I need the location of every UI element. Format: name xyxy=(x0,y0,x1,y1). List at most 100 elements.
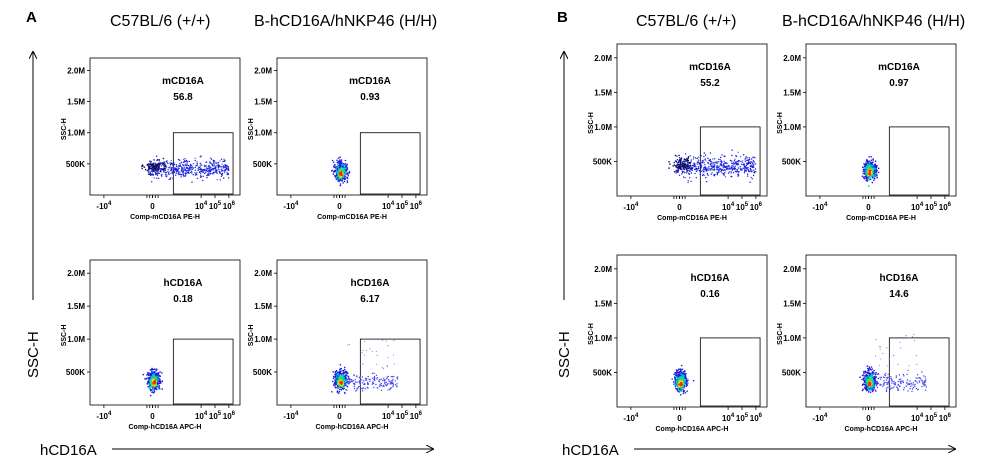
event-dot xyxy=(155,164,157,166)
event-dot xyxy=(185,163,187,165)
event-dot xyxy=(366,383,369,385)
event-dot xyxy=(724,172,726,174)
event-dot xyxy=(673,171,676,173)
event-dot xyxy=(366,378,368,380)
event-dot xyxy=(190,166,192,169)
event-dot xyxy=(381,379,384,382)
event-dot xyxy=(674,382,677,384)
event-dot xyxy=(684,153,687,155)
event-dot xyxy=(186,167,188,169)
event-dot xyxy=(866,180,869,182)
event-dot xyxy=(342,369,345,372)
event-dot xyxy=(168,171,170,173)
event-dot xyxy=(363,380,365,382)
event-dot xyxy=(334,371,337,374)
event-dot xyxy=(165,160,167,163)
event-dot xyxy=(686,390,688,393)
event-dot xyxy=(704,164,706,166)
event-dot xyxy=(389,387,391,390)
event-dot xyxy=(210,162,212,164)
event-dot xyxy=(159,170,162,172)
event-dot xyxy=(180,176,182,178)
event-dot xyxy=(158,165,160,168)
plot-b-wt-hcd16a-xtick-label: 106 xyxy=(750,413,763,423)
event-dot xyxy=(707,167,709,169)
plot-a-wt-mcd16a-events xyxy=(141,155,230,183)
event-dot xyxy=(721,161,723,163)
event-dot xyxy=(152,382,155,385)
event-dot xyxy=(213,159,215,162)
event-dot xyxy=(340,174,343,177)
event-dot xyxy=(338,388,341,391)
event-dot xyxy=(747,175,749,177)
event-dot xyxy=(155,370,157,372)
event-dot xyxy=(344,383,347,385)
event-dot xyxy=(727,172,730,174)
event-dot xyxy=(219,160,221,162)
event-dot xyxy=(149,379,152,381)
event-dot xyxy=(353,382,356,385)
event-dot xyxy=(337,166,340,168)
event-dot xyxy=(678,157,681,159)
plot-b-wt-hcd16a-ytick-label: 1.5M xyxy=(594,299,612,308)
event-dot xyxy=(738,170,740,173)
event-dot xyxy=(192,174,194,176)
event-dot xyxy=(394,380,397,382)
event-dot xyxy=(687,156,690,158)
event-dot xyxy=(730,172,732,174)
event-dot xyxy=(201,170,203,173)
event-dot xyxy=(347,382,349,384)
event-dot xyxy=(684,177,686,179)
event-dot xyxy=(380,378,382,380)
event-dot xyxy=(734,158,736,160)
event-dot xyxy=(742,163,744,166)
event-dot xyxy=(735,155,737,157)
event-dot xyxy=(182,158,185,160)
event-dot xyxy=(359,385,361,388)
event-dot xyxy=(188,160,190,163)
plot-a-humanized-mcd16a-frame xyxy=(276,57,428,196)
plot-a-wt-hcd16a-xtick-label: 104 xyxy=(195,411,208,421)
event-dot xyxy=(747,169,749,171)
event-dot xyxy=(369,348,371,350)
plot-b-humanized-mcd16a-xtick-label: 104 xyxy=(911,202,924,212)
event-dot xyxy=(877,377,880,380)
event-dot xyxy=(674,154,677,157)
event-dot xyxy=(675,373,677,375)
event-dot xyxy=(671,378,673,380)
column-title-b-wt: C57BL/6 (+/+) xyxy=(636,13,737,30)
event-dot xyxy=(722,167,725,169)
event-dot xyxy=(171,171,174,173)
event-dot xyxy=(695,177,697,179)
event-dot xyxy=(676,155,678,157)
plot-b-wt-mcd16a-events xyxy=(668,149,757,184)
plot-b-humanized-hcd16a-events xyxy=(859,334,927,394)
plot-b-wt-hcd16a-ytick-label: 2.0M xyxy=(594,265,612,274)
event-dot xyxy=(866,164,869,167)
event-dot xyxy=(146,169,149,172)
event-dot xyxy=(723,174,725,176)
event-dot xyxy=(678,378,681,381)
event-dot xyxy=(709,163,712,165)
event-dot xyxy=(746,157,748,159)
event-dot xyxy=(332,384,335,386)
event-dot xyxy=(144,378,146,380)
plot-b-humanized-hcd16a-xtick-label: 104 xyxy=(911,413,924,423)
event-dot xyxy=(734,165,736,167)
event-dot xyxy=(221,172,223,175)
event-dot xyxy=(380,382,382,385)
plot-b-humanized-hcd16a-ytick-label: 1.5M xyxy=(783,299,801,308)
event-dot xyxy=(149,394,152,397)
event-dot xyxy=(151,164,153,167)
event-dot xyxy=(208,174,210,177)
event-dot xyxy=(742,161,744,164)
plot-a-humanized-hcd16a-ytick-label: 2.0M xyxy=(254,269,272,278)
event-dot xyxy=(707,157,709,159)
event-dot xyxy=(204,164,206,166)
event-dot xyxy=(392,354,395,356)
event-dot xyxy=(154,387,157,390)
event-dot xyxy=(214,167,216,169)
event-dot xyxy=(742,154,745,156)
event-dot xyxy=(348,172,351,174)
